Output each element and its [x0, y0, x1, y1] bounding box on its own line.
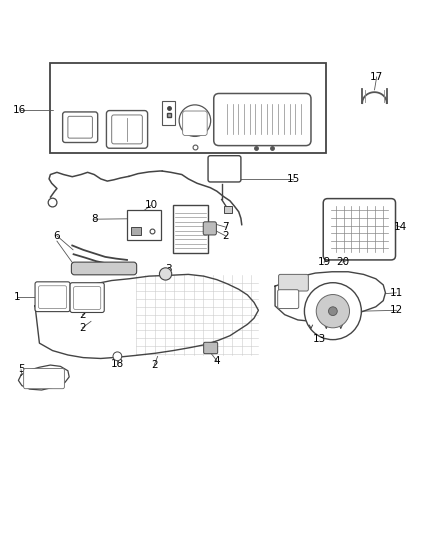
- Circle shape: [328, 307, 337, 316]
- FancyBboxPatch shape: [323, 199, 396, 260]
- FancyBboxPatch shape: [208, 156, 241, 182]
- Text: 2: 2: [151, 360, 158, 370]
- Text: 10: 10: [145, 200, 158, 210]
- Text: 17: 17: [370, 72, 383, 82]
- FancyBboxPatch shape: [106, 110, 148, 148]
- Text: 8: 8: [91, 214, 98, 224]
- Bar: [173, 205, 208, 253]
- FancyBboxPatch shape: [214, 93, 311, 146]
- FancyBboxPatch shape: [68, 116, 92, 138]
- FancyBboxPatch shape: [24, 368, 64, 389]
- Polygon shape: [275, 272, 385, 321]
- Circle shape: [304, 282, 361, 340]
- Text: 19: 19: [318, 257, 331, 267]
- Text: 16: 16: [13, 104, 26, 115]
- Text: 14: 14: [394, 222, 407, 232]
- Circle shape: [48, 198, 57, 207]
- FancyBboxPatch shape: [70, 282, 104, 312]
- Text: 2: 2: [222, 231, 229, 241]
- FancyBboxPatch shape: [112, 115, 142, 144]
- Text: 11: 11: [390, 288, 403, 298]
- FancyBboxPatch shape: [183, 111, 207, 135]
- Text: 3: 3: [165, 264, 172, 273]
- Circle shape: [159, 268, 172, 280]
- Bar: [127, 211, 161, 240]
- Bar: [50, 63, 326, 154]
- FancyBboxPatch shape: [35, 282, 70, 312]
- Text: 1: 1: [13, 292, 20, 302]
- FancyBboxPatch shape: [204, 342, 218, 354]
- FancyBboxPatch shape: [71, 262, 137, 275]
- Text: 6: 6: [53, 231, 60, 241]
- Circle shape: [179, 105, 211, 136]
- Text: 15: 15: [287, 174, 300, 184]
- Polygon shape: [18, 365, 69, 390]
- Text: 2: 2: [79, 323, 86, 333]
- FancyBboxPatch shape: [278, 290, 299, 309]
- Bar: [131, 227, 141, 235]
- Text: 4: 4: [213, 356, 220, 366]
- Text: 18: 18: [111, 359, 124, 369]
- Polygon shape: [35, 274, 258, 359]
- Circle shape: [316, 295, 350, 328]
- FancyBboxPatch shape: [203, 222, 216, 235]
- Text: 7: 7: [222, 222, 229, 232]
- FancyBboxPatch shape: [279, 274, 308, 291]
- Text: 13: 13: [313, 334, 326, 344]
- Text: 5: 5: [18, 365, 25, 374]
- Circle shape: [113, 352, 122, 361]
- Text: 12: 12: [390, 305, 403, 316]
- Text: 2: 2: [79, 310, 86, 320]
- Bar: [162, 101, 175, 125]
- FancyBboxPatch shape: [39, 286, 67, 309]
- FancyBboxPatch shape: [63, 112, 98, 142]
- Bar: [224, 206, 232, 213]
- FancyBboxPatch shape: [74, 287, 101, 310]
- Text: 20: 20: [336, 257, 349, 267]
